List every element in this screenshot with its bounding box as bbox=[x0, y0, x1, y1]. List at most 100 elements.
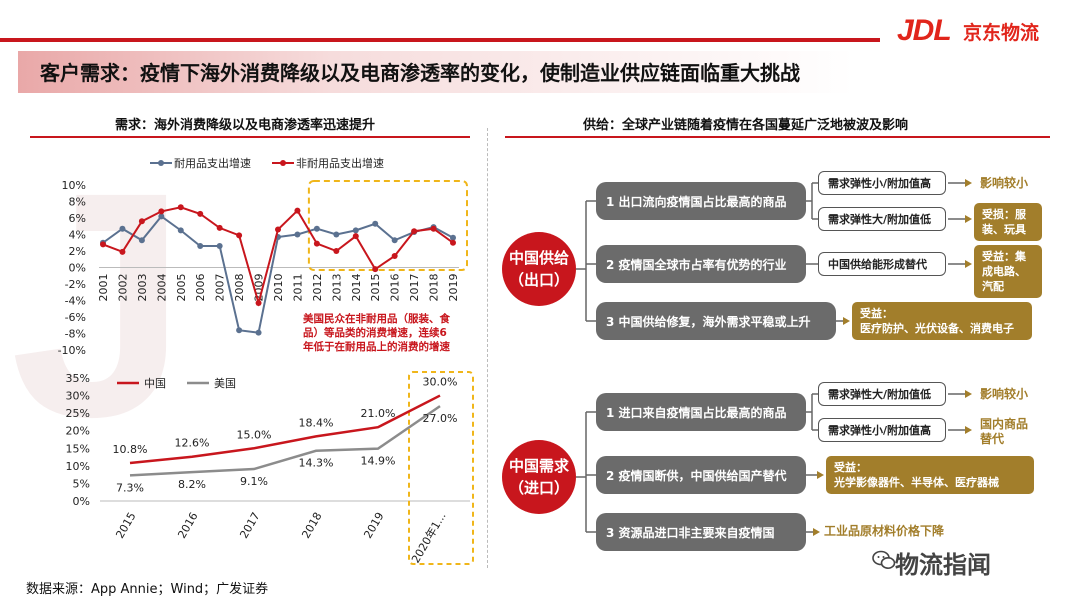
x-tick-label: 2013 bbox=[330, 274, 343, 302]
x-tick-label: 2018 bbox=[428, 274, 441, 302]
data-label: 12.6% bbox=[175, 437, 210, 450]
x-tick-label: 2004 bbox=[155, 274, 168, 302]
series-point bbox=[313, 240, 320, 247]
series-point bbox=[372, 266, 379, 273]
y-tick-label: 6% bbox=[69, 212, 86, 225]
series-point bbox=[158, 208, 165, 215]
supply-result-1b: 受损：服装、玩具 bbox=[974, 203, 1042, 241]
data-label: 10.8% bbox=[113, 443, 148, 456]
highlight-box bbox=[408, 371, 474, 565]
series-point bbox=[138, 218, 145, 225]
supply-sub-1b: 需求弹性大/附加值低 bbox=[818, 207, 946, 231]
data-label: 7.3% bbox=[116, 481, 144, 494]
legend-marker bbox=[280, 160, 286, 166]
series-point bbox=[450, 234, 456, 241]
data-label: 27.0% bbox=[423, 412, 458, 425]
supply-item-3: 3 中国供给修复，海外需求平稳或上升 bbox=[596, 302, 836, 340]
series-point bbox=[119, 248, 126, 255]
series-point bbox=[177, 227, 184, 234]
legend-label: 美国 bbox=[214, 377, 236, 390]
y-tick-label: 2% bbox=[69, 245, 86, 258]
series-point bbox=[450, 239, 456, 246]
arrow-head bbox=[965, 215, 972, 223]
x-tick-label: 2017 bbox=[408, 274, 421, 302]
demand-sub-1a: 需求弹性大/附加值低 bbox=[818, 382, 946, 406]
series-point bbox=[100, 241, 106, 248]
x-tick-label: 2002 bbox=[116, 274, 129, 302]
y-tick-label: -2% bbox=[65, 278, 86, 291]
x-tick-label: 2010 bbox=[272, 274, 285, 302]
series-line-0 bbox=[129, 394, 441, 465]
series-point bbox=[119, 225, 126, 232]
x-tick-label: 2015 bbox=[369, 274, 382, 302]
y-tick-label: 15% bbox=[66, 442, 90, 455]
wechat-icon bbox=[872, 550, 896, 569]
data-label: 8.2% bbox=[178, 478, 206, 491]
data-label: 14.3% bbox=[299, 457, 334, 470]
demand-result-1a: 影响较小 bbox=[980, 387, 1029, 401]
demand-result-1b: 国内商品替代 bbox=[980, 417, 1029, 446]
demand-item-1: 1 进口来自疫情国占比最高的商品 bbox=[596, 393, 806, 431]
series-point bbox=[158, 213, 165, 220]
series-point bbox=[294, 207, 301, 214]
demand-sub-1b: 需求弹性小/附加值高 bbox=[818, 418, 946, 442]
y-tick-label: 0% bbox=[69, 262, 86, 275]
data-label: 15.0% bbox=[237, 428, 272, 441]
series-point bbox=[294, 231, 301, 238]
supply-sub-2: 中国供给能形成替代 bbox=[818, 252, 946, 276]
demand-circle: 中国需求 （进口） bbox=[502, 440, 576, 514]
arrow-head bbox=[813, 528, 820, 536]
x-tick-label: 2001 bbox=[97, 274, 110, 302]
y-tick-label: 5% bbox=[73, 477, 90, 490]
series-point bbox=[197, 210, 204, 217]
arrow-head bbox=[965, 426, 972, 434]
supply-result-1a: 影响较小 bbox=[980, 176, 1029, 190]
x-tick-label: 2011 bbox=[291, 274, 304, 302]
series-point bbox=[197, 243, 204, 250]
y-tick-label: 20% bbox=[66, 425, 90, 438]
demand-result-2: 受益： 光学影像器件、半导体、医疗器械 bbox=[826, 456, 1034, 494]
x-tick-label: 2008 bbox=[233, 274, 246, 302]
series-point bbox=[313, 225, 320, 232]
legend-label: 中国 bbox=[144, 377, 166, 390]
data-label: 18.4% bbox=[299, 416, 334, 429]
annotation-text: 年低于在耐用品上的消费的增速 bbox=[303, 340, 450, 353]
page-title: 客户需求：疫情下海外消费降级以及电商渗透率的变化，使制造业供应链面临重大挑战 bbox=[40, 61, 800, 85]
data-label: 9.1% bbox=[240, 475, 268, 488]
right-heading: 供给：全球产业链随着疫情在各国蔓延广泛地被波及影响 bbox=[583, 118, 909, 133]
x-tick-label: 2014 bbox=[350, 274, 363, 302]
series-point bbox=[372, 220, 379, 227]
charts-svg: 10% 8% 6% 4% 2% 0% -2% -4% -6% -8% -10% 2001 2002 200… bbox=[58, 156, 474, 565]
supply-item-2: 2 疫情国全球市占率有优势的行业 bbox=[596, 245, 806, 283]
legend-marker bbox=[158, 160, 164, 166]
background-logo-mark: J bbox=[10, 125, 188, 483]
annotation-text: 品）等品类的消费增速，连续6 bbox=[303, 326, 447, 339]
left-heading-rule bbox=[30, 136, 470, 138]
left-heading: 需求：海外消费降级以及电商渗透率迅速提升 bbox=[115, 118, 376, 133]
series-point bbox=[352, 233, 359, 240]
series-point bbox=[333, 231, 340, 238]
chart-consumption-growth: 10% 8% 6% 4% 2% 0% -2% -4% -6% -8% -10% 2001 2002 200… bbox=[58, 156, 468, 357]
watermark: 物流指闻 bbox=[895, 551, 991, 579]
header-rule bbox=[0, 38, 880, 42]
series-point bbox=[391, 237, 398, 244]
series-point bbox=[275, 226, 281, 233]
series-point bbox=[236, 232, 243, 239]
series-point bbox=[138, 237, 145, 244]
title-band bbox=[18, 51, 1063, 93]
x-tick-label: 2019 bbox=[447, 274, 460, 302]
arrow-head bbox=[843, 317, 850, 325]
highlight-box bbox=[307, 180, 468, 271]
x-tick-label: 2006 bbox=[194, 274, 207, 302]
demand-result-3: 工业品原材料价格下降 bbox=[824, 524, 945, 538]
series-point bbox=[430, 225, 437, 232]
arrow-head bbox=[965, 260, 972, 268]
column-divider bbox=[487, 128, 488, 568]
jdl-logo: JDL bbox=[897, 14, 952, 47]
x-tick-label: 2005 bbox=[175, 274, 188, 302]
arrow-head bbox=[965, 179, 972, 187]
x-tick-label: 2012 bbox=[311, 274, 324, 302]
supply-result-2: 受益：集成电路、汽配 bbox=[974, 245, 1042, 298]
y-tick-label: 0% bbox=[73, 495, 90, 508]
